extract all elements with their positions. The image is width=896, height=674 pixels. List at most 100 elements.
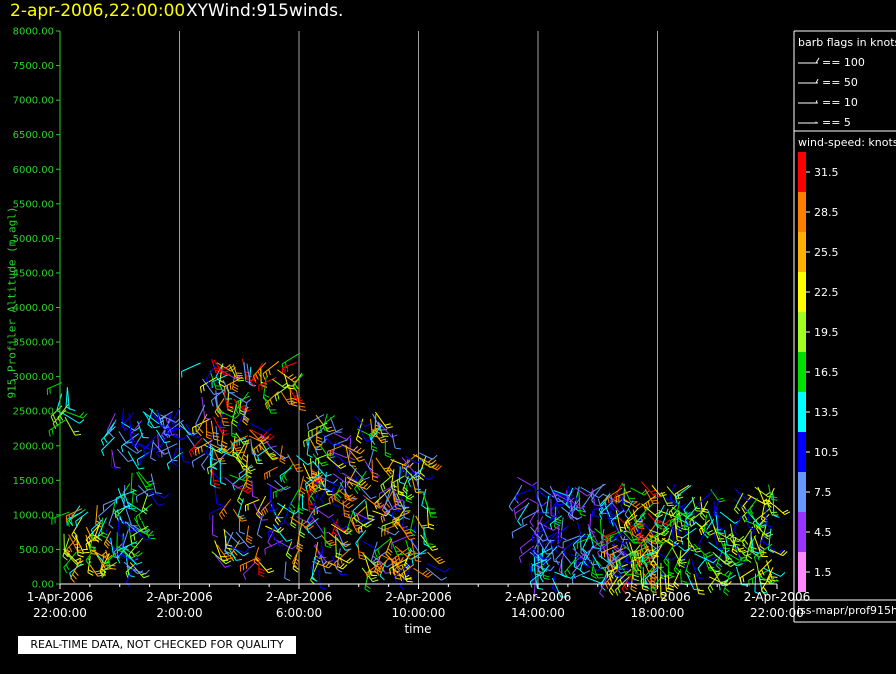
barb-staff [235, 531, 250, 549]
barb-flag [281, 363, 284, 370]
barb-flag [773, 515, 780, 518]
barb-flag [739, 577, 742, 584]
barb-flag [610, 520, 614, 527]
barb-flag [600, 578, 606, 584]
barb-flag [697, 568, 702, 574]
barb-flag [136, 561, 143, 565]
wind-barb [549, 515, 563, 530]
barb-flag [306, 454, 313, 458]
barb-flag [694, 547, 701, 551]
barb-flag [663, 560, 668, 567]
wind-barb [760, 539, 784, 554]
barb-flag [232, 451, 238, 457]
barb-staff [237, 498, 244, 516]
barb-flag [164, 441, 171, 444]
barb-staff [572, 533, 586, 546]
barb-flag [766, 524, 773, 528]
wind-barb [405, 539, 416, 555]
barb-staff [267, 528, 275, 543]
barb-staff [295, 390, 301, 410]
barb-flag [407, 480, 411, 487]
wind-barb [284, 561, 291, 582]
barb-flag [698, 529, 703, 536]
barb-flag [615, 561, 618, 568]
barb-staff [228, 547, 237, 561]
wind-barb [663, 545, 674, 567]
barb-staff [570, 500, 574, 518]
barb-flag [276, 526, 282, 532]
barb-staff [592, 488, 596, 505]
wind-barb [571, 570, 591, 585]
wind-barb [698, 519, 710, 536]
barb-flag [385, 451, 392, 456]
barb-flag [311, 473, 318, 477]
wind-barb [249, 422, 272, 433]
wind-barb [306, 427, 324, 448]
barb-flag [698, 503, 702, 510]
barb-flag [261, 437, 268, 443]
barb-flag [345, 502, 351, 507]
wind-barb [554, 536, 564, 554]
barb-flag [635, 564, 639, 571]
wind-barb [407, 467, 424, 487]
barb-staff [255, 558, 269, 574]
barb-staff [284, 561, 287, 579]
barb-flag [316, 436, 323, 440]
wind-barb [298, 476, 306, 498]
wind-barb [210, 448, 218, 470]
barb-staff [321, 433, 335, 447]
barb-flag [514, 513, 517, 520]
barb-flag [229, 383, 232, 390]
wind-barb [768, 484, 778, 501]
wind-barb [747, 497, 759, 517]
barb-staff [572, 561, 582, 574]
wind-barb [127, 451, 145, 470]
barb-flag [600, 567, 607, 569]
wind-barb [533, 533, 544, 556]
wind-barb [674, 500, 682, 523]
wind-barb [393, 563, 410, 583]
barb-flag [292, 562, 297, 568]
barb-staff [614, 522, 623, 540]
barb-flag [688, 513, 694, 518]
wind-barb [229, 474, 250, 482]
x-tick-date: 2-Apr-2006 [505, 590, 572, 604]
barb-flag [328, 456, 335, 459]
wind-barb [329, 417, 343, 433]
barb-flag [676, 527, 682, 532]
wind-barb [320, 486, 329, 505]
barb-flag [405, 578, 413, 580]
barb-flag [364, 423, 371, 427]
barb-flag [684, 519, 689, 526]
barb-staff [391, 487, 400, 507]
barb-flag [328, 498, 331, 505]
barb-flag [714, 512, 720, 518]
barb-flag [399, 585, 405, 591]
barb-flag [609, 578, 613, 585]
barb-flag [375, 567, 381, 573]
barb-flag [635, 502, 641, 508]
wind-barb [715, 511, 724, 535]
barb-staff [576, 521, 582, 537]
wind-barb [298, 519, 306, 539]
barb-staff [539, 564, 550, 578]
barb-flag [244, 415, 250, 421]
wind-barb [292, 553, 299, 573]
wind-barb [698, 490, 714, 510]
barb-flag [274, 519, 280, 526]
wind-barb [181, 362, 201, 378]
barb-flag [758, 548, 765, 553]
barb-staff [226, 544, 245, 554]
barb-flag [650, 576, 657, 581]
barb-flag [387, 548, 393, 553]
barb-flag [333, 504, 340, 507]
barb-flag [285, 486, 291, 491]
wind-barb [399, 564, 414, 582]
barb-staff [219, 414, 223, 430]
barb-flag [148, 530, 154, 536]
barb-flag [564, 572, 569, 578]
barb-staff [594, 528, 612, 543]
wind-barb [285, 541, 293, 560]
barb-flag [370, 496, 377, 500]
barb-flag [72, 574, 77, 580]
